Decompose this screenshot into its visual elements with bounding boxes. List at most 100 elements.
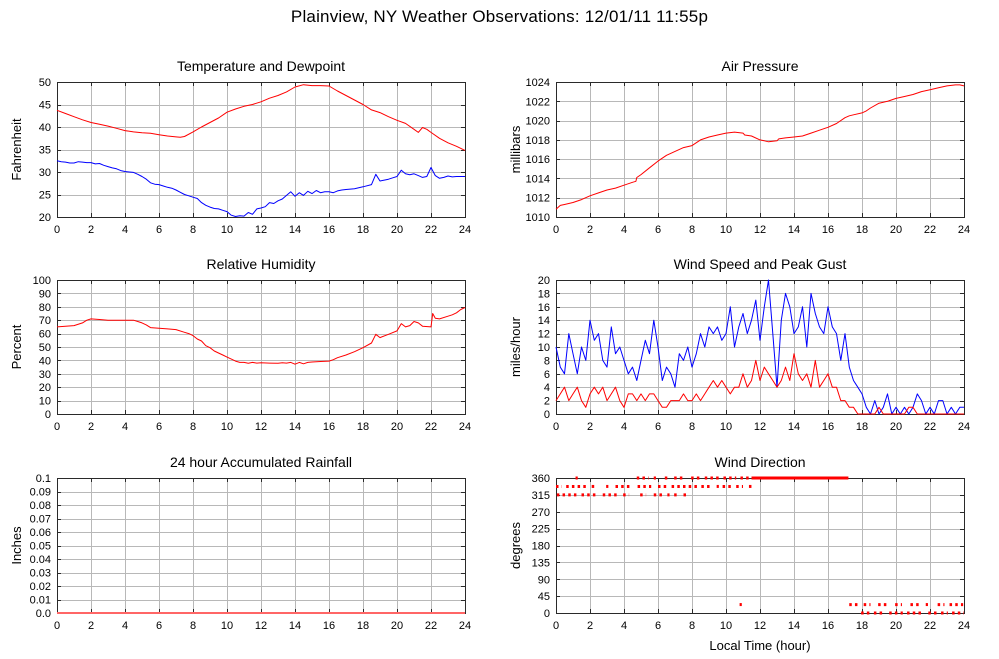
x-tick-label: 4 [122,224,128,236]
x-tick-label: 14 [788,421,800,433]
x-tick-label: 0 [553,620,559,632]
x-tick-label: 6 [655,620,661,632]
chart-temperature-dewpoint: 0 2 4 6 8 10 12 14 16 18 20 22 2420253035404550Tempe… [9,58,471,236]
y-axis-label: Fahrenheit [9,118,24,181]
y-tick-label: 10 [39,396,51,408]
grid [556,82,964,217]
x-tick-label: 2 [88,224,94,236]
x-tick-label: 12 [754,224,766,236]
x-tick-label: 22 [425,421,437,433]
x-tick-label: 4 [122,620,128,632]
x-tick-label: 6 [156,224,162,236]
x-tick-label: 6 [655,421,661,433]
series-temperature [56,84,466,151]
x-tick-label: 22 [425,620,437,632]
x-tick-label: 12 [255,224,267,236]
y-tick-label: 40 [39,355,51,367]
chart-title: Relative Humidity [207,256,316,272]
y-tick-label: 0.02 [30,581,51,593]
x-tick-label: 4 [621,620,627,632]
y-tick-label: 0.04 [30,554,51,566]
x-tick-label: 10 [720,421,732,433]
grid [556,478,964,613]
y-tick-label: 50 [39,342,51,354]
x-tick-labels: 0 2 4 6 8 10 12 14 16 18 20 22 24 [553,224,970,236]
x-tick-label: 24 [459,620,471,632]
y-tick-label: 10 [538,342,550,354]
y-tick-label: 50 [39,77,51,89]
y-tick-label: 25 [39,190,51,202]
x-tick-label: 0 [54,224,60,236]
x-tick-label: 2 [587,620,593,632]
x-tick-label: 20 [391,620,403,632]
x-tick-label: 6 [156,620,162,632]
x-tick-label: 0 [54,421,60,433]
y-tick-label: 0 [45,409,51,421]
y-axis-label: miles/hour [508,316,523,377]
x-tick-labels: 0 2 4 6 8 10 12 14 16 18 20 22 24 [553,620,970,632]
y-tick-label: 12 [538,329,550,341]
y-tick-label: 1018 [526,135,550,147]
x-tick-label: 20 [890,421,902,433]
x-tick-label: 14 [289,421,301,433]
grid [556,280,964,414]
x-tick-label: 12 [754,620,766,632]
y-tick-label: 180 [532,541,550,553]
x-tick-label: 24 [459,421,471,433]
y-tick-labels: 20 25 30 35 40 45 50 [39,77,51,224]
x-tick-label: 18 [357,620,369,632]
y-axis-label: Inches [9,526,24,565]
tick-marks [556,280,965,415]
x-tick-label: 2 [587,224,593,236]
x-tick-label: 22 [425,224,437,236]
x-tick-label: 10 [221,224,233,236]
y-tick-label: 35 [39,145,51,157]
y-tick-label: 20 [39,382,51,394]
x-tick-label: 2 [587,421,593,433]
y-tick-label: 4 [544,382,550,394]
x-tick-label: 8 [689,224,695,236]
chart-title: Temperature and Dewpoint [177,58,345,74]
x-tick-label: 0 [553,421,559,433]
series-peak-gust [555,279,964,415]
chart-title: 24 hour Accumulated Rainfall [170,454,352,470]
y-tick-label: 1020 [526,116,550,128]
chart-title: Wind Direction [714,454,805,470]
y-axis-label: Percent [9,324,24,369]
x-tick-label: 12 [255,421,267,433]
x-tick-label: 8 [689,620,695,632]
x-tick-label: 14 [289,620,301,632]
y-tick-label: 2 [544,396,550,408]
tick-marks [556,478,965,614]
y-tick-label: 0.08 [30,500,51,512]
y-tick-label: 1014 [526,173,550,185]
x-tick-label: 4 [621,421,627,433]
x-tick-label: 16 [323,224,335,236]
x-tick-label: 10 [221,620,233,632]
x-tick-label: 18 [856,224,868,236]
x-axis-label: Local Time (hour) [709,638,810,653]
grid [57,82,465,217]
x-tick-label: 4 [122,421,128,433]
y-tick-label: 0.0 [36,608,51,620]
y-tick-label: 270 [532,507,550,519]
y-tick-label: 6 [544,369,550,381]
y-tick-label: 18 [538,288,550,300]
x-tick-label: 14 [788,224,800,236]
x-tick-label: 20 [890,620,902,632]
chart-relative-humidity: 0 2 4 6 8 10 12 14 16 18 20 22 240102030405060708090… [9,256,471,433]
x-tick-label: 16 [822,421,834,433]
x-tick-label: 12 [754,421,766,433]
y-tick-label: 0.07 [30,514,51,526]
y-tick-label: 1022 [526,96,550,108]
tick-marks [556,82,965,218]
x-tick-label: 20 [391,421,403,433]
x-tick-label: 6 [655,224,661,236]
grid [57,280,465,414]
x-tick-label: 16 [822,224,834,236]
x-tick-label: 10 [720,224,732,236]
x-tick-label: 8 [190,620,196,632]
